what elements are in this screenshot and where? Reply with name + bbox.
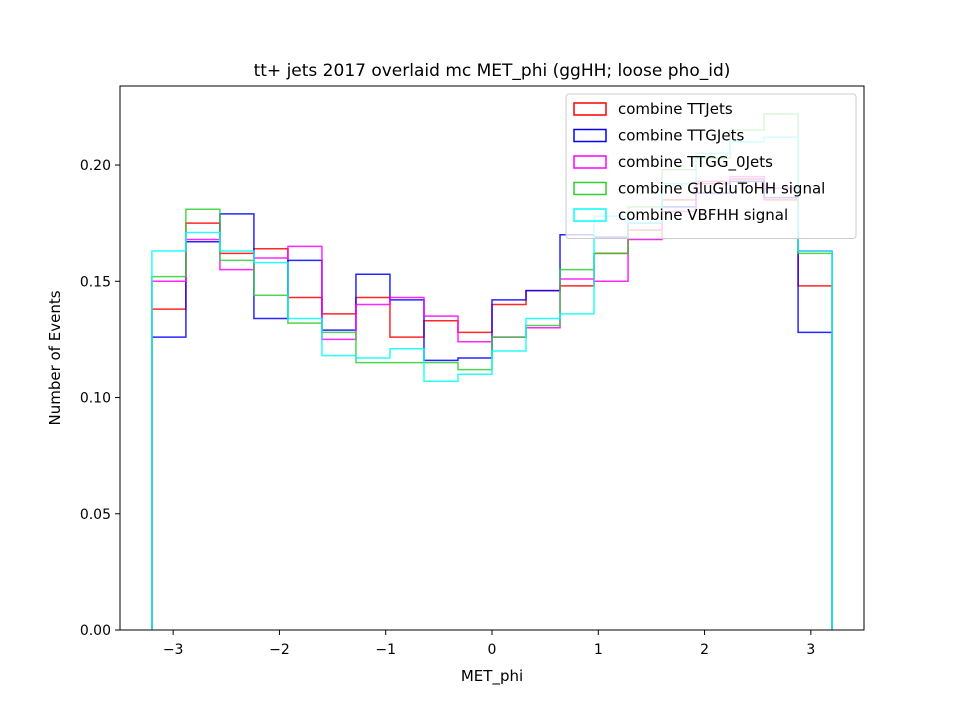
x-tick-label: −1 <box>375 642 396 658</box>
series-line-2 <box>151 180 833 630</box>
x-axis: −3 −2 −1 0 1 2 3 <box>163 630 815 658</box>
legend-swatch <box>573 128 607 143</box>
legend-swatch <box>573 208 607 222</box>
y-axis-label: Number of Events <box>46 290 64 425</box>
legend-swatch <box>573 155 607 169</box>
chart-title: tt+ jets 2017 overlaid mc MET_phi (ggHH;… <box>254 61 731 81</box>
legend: combine TTJets combine TTGJets combine TTG… <box>565 93 857 239</box>
legend-box <box>565 93 857 239</box>
legend-swatch <box>573 102 607 116</box>
legend-label: combine TTGJets <box>618 127 744 145</box>
legend-swatch <box>573 181 607 196</box>
x-tick-label: −2 <box>269 642 290 658</box>
y-tick-label: 0.20 <box>80 158 111 174</box>
x-tick-label: −3 <box>163 642 184 658</box>
legend-label: combine TTGG_0Jets <box>618 153 773 172</box>
y-tick-label: 0.05 <box>80 507 111 523</box>
x-axis-label: MET_phi <box>461 667 523 686</box>
y-axis: 0.00 0.05 0.10 0.15 0.20 <box>80 158 120 639</box>
x-tick-label: 1 <box>594 642 603 658</box>
x-tick-label: 3 <box>806 642 815 658</box>
x-tick-label: 0 <box>488 642 497 658</box>
legend-label: combine TTJets <box>618 100 733 118</box>
y-tick-label: 0.15 <box>80 274 111 290</box>
y-tick-label: 0.10 <box>80 391 111 407</box>
x-tick-label: 2 <box>700 642 709 658</box>
legend-label: combine GluGluToHH signal <box>618 180 825 198</box>
y-tick-label: 0.00 <box>80 623 111 639</box>
legend-label: combine VBFHH signal <box>618 206 788 224</box>
